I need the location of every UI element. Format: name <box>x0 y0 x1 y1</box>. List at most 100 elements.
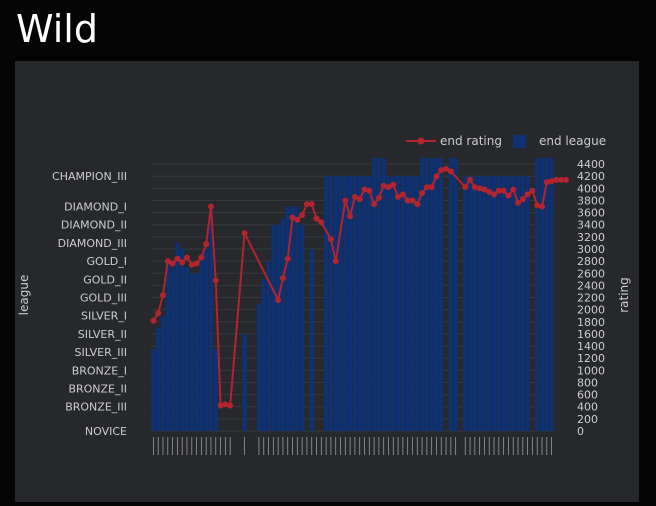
rating-point <box>399 191 406 198</box>
bar <box>535 158 540 431</box>
bar <box>491 176 497 431</box>
y-right-tick-label: 200 <box>577 413 598 426</box>
bar <box>256 303 262 431</box>
bar <box>453 158 458 431</box>
bar <box>348 176 353 431</box>
y-left-tick-label: SILVER_III <box>75 346 128 359</box>
legend-line-marker <box>417 137 425 145</box>
rating-point <box>515 199 522 206</box>
rating-point <box>203 241 210 248</box>
bar <box>386 176 391 431</box>
rating-point <box>505 192 512 199</box>
rating-point <box>303 201 310 208</box>
bar <box>285 206 290 431</box>
rating-point <box>366 187 373 194</box>
rating-point <box>524 191 531 198</box>
line-layer <box>150 165 569 409</box>
rating-point <box>543 179 550 186</box>
rating-point <box>375 195 382 202</box>
rating-point <box>447 168 454 175</box>
rating-point <box>222 401 229 408</box>
rating-point <box>193 260 200 267</box>
rating-point <box>419 190 426 197</box>
rating-point <box>227 402 234 409</box>
legend[interactable]: end rating end league <box>406 134 606 148</box>
rating-point <box>356 196 363 203</box>
y-right-tick-label: 4000 <box>577 182 605 195</box>
y-left-tick-label: BRONZE_II <box>68 383 127 396</box>
y-right-tick-label: 1200 <box>577 352 605 365</box>
bar <box>501 176 506 431</box>
bars-layer <box>151 158 554 431</box>
bar <box>439 158 444 431</box>
rating-point <box>428 184 435 191</box>
rating-point <box>294 216 301 223</box>
y-right-tick-label: 1600 <box>577 328 605 341</box>
rating-point <box>539 203 546 210</box>
rating-point <box>519 196 526 203</box>
y-left-tick-label: CHAMPION_III <box>52 170 127 183</box>
rating-point <box>183 254 190 261</box>
legend-label-end-rating: end rating <box>440 134 502 148</box>
bar <box>525 176 530 431</box>
bar <box>280 218 286 431</box>
rating-point <box>327 236 334 243</box>
rating-point <box>318 219 325 226</box>
rating-point <box>476 185 483 192</box>
y-right-tick-label: 4400 <box>577 158 605 171</box>
bar <box>290 206 295 431</box>
rating-point <box>347 213 354 220</box>
rating-point <box>414 201 421 208</box>
bar <box>151 349 156 431</box>
y-right-tick-label: 3000 <box>577 243 605 256</box>
rating-point <box>198 254 205 261</box>
rating-point <box>438 167 445 174</box>
bar <box>395 176 401 431</box>
bar <box>515 176 521 431</box>
bar <box>328 176 334 431</box>
bar <box>544 158 549 431</box>
rating-point <box>433 173 440 180</box>
y-axis-right: 0200400600800100012001400160018002000220… <box>577 158 605 438</box>
rating-point <box>164 258 171 265</box>
bar <box>199 255 204 431</box>
rating-point <box>332 258 339 265</box>
bar <box>429 158 434 431</box>
y-right-tick-label: 1800 <box>577 316 605 329</box>
rating-point <box>275 296 282 303</box>
rating-point <box>471 184 478 191</box>
bar <box>477 176 482 431</box>
y-right-tick-label: 2800 <box>577 255 605 268</box>
bar <box>184 267 190 431</box>
rating-point <box>481 186 488 193</box>
rating-point <box>174 255 181 262</box>
bar <box>410 176 415 431</box>
bar <box>539 158 545 431</box>
chart-svg: NOVICE BRONZE_III BRONZE_II BRONZE_I SILVER_… <box>17 134 631 455</box>
bar <box>180 249 185 431</box>
bar <box>165 261 170 431</box>
bar <box>309 249 314 431</box>
rating-point <box>342 197 349 204</box>
bar <box>405 176 410 431</box>
bar <box>549 158 554 431</box>
y-left-tick-label: SILVER_II <box>78 328 127 341</box>
y-right-tick-label: 0 <box>577 425 584 438</box>
legend-label-end-league: end league <box>539 134 606 148</box>
bar <box>208 206 214 431</box>
bar <box>376 158 381 431</box>
rating-point <box>500 187 507 194</box>
rating-point <box>395 193 402 200</box>
y-right-tick-label: 3600 <box>577 207 605 220</box>
y-left-tick-label: DIAMOND_II <box>61 219 127 232</box>
rating-point <box>390 181 397 188</box>
y-right-tick-label: 3400 <box>577 219 605 232</box>
bar <box>204 249 209 431</box>
y-right-tick-label: 2600 <box>577 267 605 280</box>
rating-point <box>284 255 291 262</box>
rating-point <box>371 201 378 208</box>
y-right-tick-label: 3200 <box>577 231 605 244</box>
bar <box>463 176 468 431</box>
bar <box>189 273 194 431</box>
rating-point <box>462 184 469 191</box>
